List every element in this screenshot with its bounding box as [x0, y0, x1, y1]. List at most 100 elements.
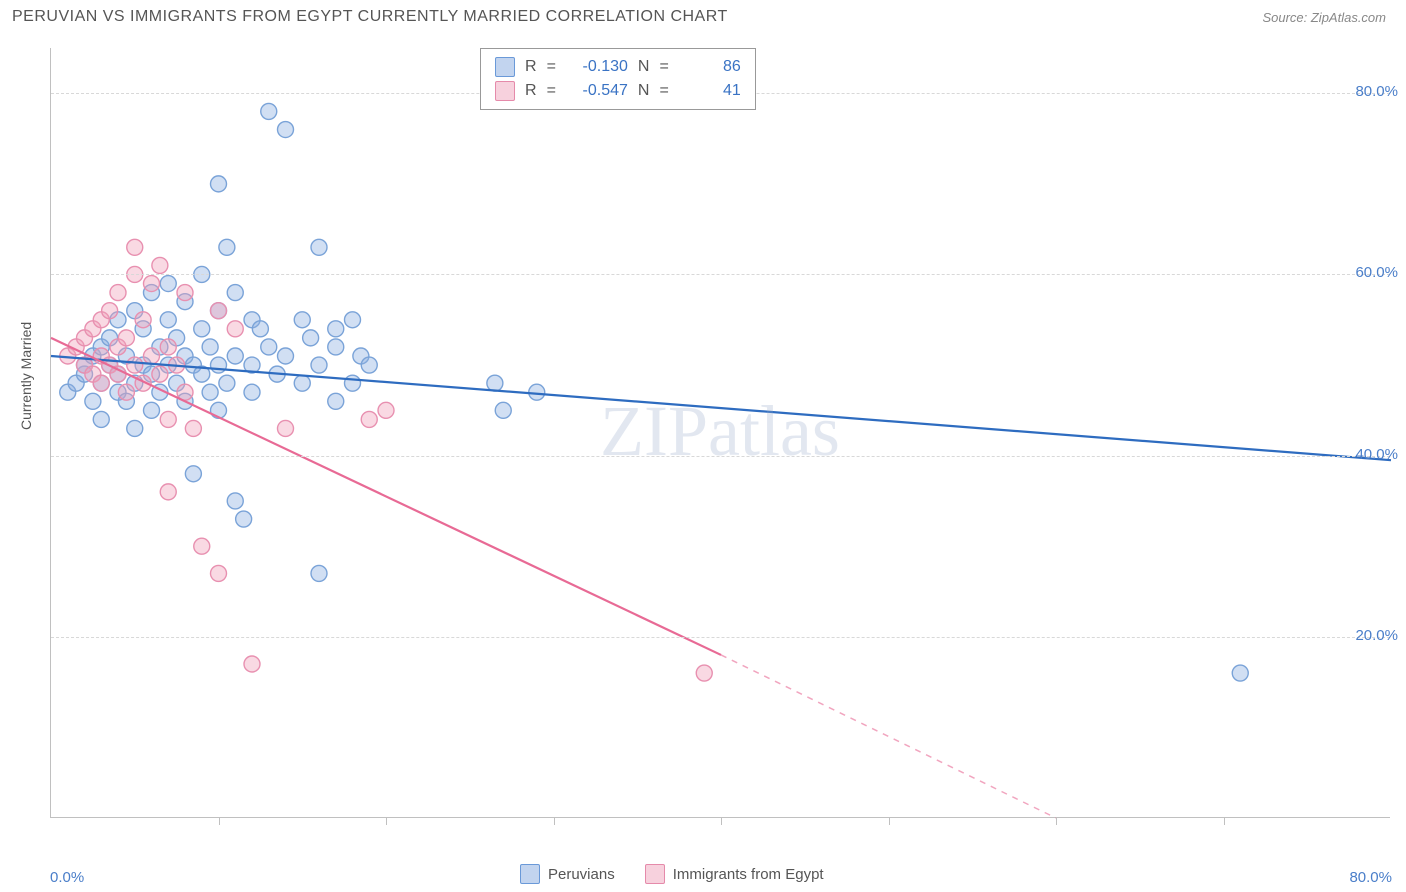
scatter-point — [93, 375, 109, 391]
scatter-point — [211, 176, 227, 192]
stat-n-label: N — [638, 82, 650, 100]
scatter-point — [202, 384, 218, 400]
scatter-point — [328, 339, 344, 355]
scatter-point — [144, 348, 160, 364]
scatter-point — [127, 357, 143, 373]
scatter-point — [378, 402, 394, 418]
stat-n-value-2: 41 — [679, 82, 741, 100]
correlation-stats-box: R = -0.130 N = 86 R = -0.547 N = 41 — [480, 48, 756, 110]
scatter-point — [311, 565, 327, 581]
scatter-point — [487, 375, 503, 391]
x-tick — [219, 817, 220, 825]
trend-line — [51, 356, 1391, 460]
y-tick-label: 40.0% — [1355, 446, 1398, 463]
stats-row-series-2: R = -0.547 N = 41 — [495, 79, 741, 103]
grid-line — [51, 274, 1390, 275]
scatter-point — [227, 285, 243, 301]
scatter-point — [244, 384, 260, 400]
scatter-point — [118, 330, 134, 346]
scatter-point — [261, 339, 277, 355]
stat-eq-label: = — [659, 82, 668, 100]
swatch-blue-icon — [520, 864, 540, 884]
scatter-point — [194, 321, 210, 337]
swatch-blue-icon — [495, 57, 515, 77]
scatter-point — [127, 420, 143, 436]
stat-eq-label: = — [547, 82, 556, 100]
scatter-point — [118, 384, 134, 400]
bottom-legend: Peruvians Immigrants from Egypt — [520, 864, 824, 884]
scatter-point — [261, 103, 277, 119]
chart-plot-area — [50, 48, 1390, 818]
stat-r-value-1: -0.130 — [566, 58, 628, 76]
trend-line-extrapolated — [721, 655, 1056, 818]
source-prefix: Source: — [1262, 10, 1310, 25]
scatter-point — [152, 257, 168, 273]
scatter-point — [160, 276, 176, 292]
scatter-point — [252, 321, 268, 337]
swatch-pink-icon — [495, 81, 515, 101]
stat-eq-label: = — [659, 58, 668, 76]
scatter-point — [294, 375, 310, 391]
scatter-point — [211, 565, 227, 581]
scatter-point — [227, 348, 243, 364]
scatter-point — [278, 348, 294, 364]
scatter-point — [194, 538, 210, 554]
scatter-point — [177, 285, 193, 301]
x-tick — [1056, 817, 1057, 825]
scatter-point — [227, 321, 243, 337]
scatter-point — [211, 303, 227, 319]
swatch-pink-icon — [645, 864, 665, 884]
scatter-point — [185, 466, 201, 482]
scatter-point — [294, 312, 310, 328]
y-tick-label: 80.0% — [1355, 83, 1398, 100]
scatter-point — [85, 393, 101, 409]
legend-item-egypt: Immigrants from Egypt — [645, 864, 824, 884]
scatter-point — [328, 393, 344, 409]
scatter-point — [696, 665, 712, 681]
scatter-point — [495, 402, 511, 418]
x-tick-0: 0.0% — [50, 869, 84, 886]
stat-r-value-2: -0.547 — [566, 82, 628, 100]
x-tick — [889, 817, 890, 825]
grid-line — [51, 637, 1390, 638]
stat-n-value-1: 86 — [679, 58, 741, 76]
scatter-point — [110, 285, 126, 301]
legend-item-peruvians: Peruvians — [520, 864, 615, 884]
scatter-point — [236, 511, 252, 527]
scatter-point — [311, 239, 327, 255]
y-axis-label: Currently Married — [18, 322, 34, 430]
scatter-point — [160, 339, 176, 355]
scatter-point — [345, 312, 361, 328]
y-tick-label: 60.0% — [1355, 264, 1398, 281]
legend-label: Peruvians — [548, 866, 615, 883]
scatter-point — [93, 411, 109, 427]
scatter-point — [144, 276, 160, 292]
trend-line — [51, 338, 721, 655]
stat-eq-label: = — [547, 58, 556, 76]
scatter-point — [160, 411, 176, 427]
source-attribution: Source: ZipAtlas.com — [1262, 10, 1386, 25]
scatter-point — [152, 366, 168, 382]
x-tick — [386, 817, 387, 825]
stat-r-label: R — [525, 58, 537, 76]
x-tick — [554, 817, 555, 825]
scatter-point — [219, 375, 235, 391]
scatter-point — [160, 484, 176, 500]
scatter-point — [127, 239, 143, 255]
scatter-point — [1232, 665, 1248, 681]
x-tick — [721, 817, 722, 825]
scatter-point — [219, 239, 235, 255]
scatter-point — [361, 411, 377, 427]
scatter-point — [303, 330, 319, 346]
scatter-point — [328, 321, 344, 337]
stat-r-label: R — [525, 82, 537, 100]
scatter-point — [244, 656, 260, 672]
scatter-point — [278, 122, 294, 138]
scatter-point — [185, 420, 201, 436]
legend-label: Immigrants from Egypt — [673, 866, 824, 883]
scatter-point — [311, 357, 327, 373]
scatter-point — [160, 312, 176, 328]
scatter-point — [102, 303, 118, 319]
scatter-point — [345, 375, 361, 391]
scatter-point — [135, 312, 151, 328]
